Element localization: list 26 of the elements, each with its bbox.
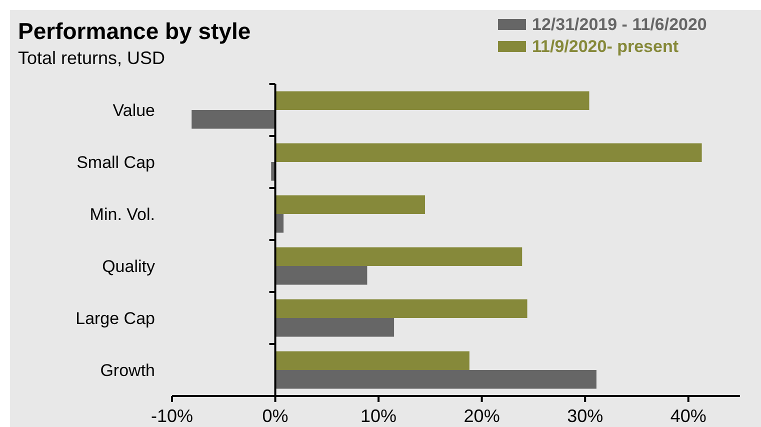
y-tick-label: Quality bbox=[102, 257, 156, 276]
bar bbox=[192, 110, 276, 129]
x-tick-label: 0% bbox=[262, 406, 288, 426]
y-tick-label: Large Cap bbox=[76, 309, 155, 328]
x-tick-label: 30% bbox=[567, 406, 604, 426]
y-tick-label: Growth bbox=[100, 361, 155, 380]
bar bbox=[275, 318, 394, 337]
x-tick-label: -10% bbox=[150, 406, 194, 426]
x-tick-label: 40% bbox=[670, 406, 706, 426]
bar bbox=[275, 143, 702, 162]
legend-label: 12/31/2019 - 11/6/2020 bbox=[532, 15, 707, 34]
bar bbox=[275, 370, 596, 389]
bar bbox=[275, 195, 426, 214]
bar bbox=[275, 91, 590, 110]
legend-label: 11/9/2020- present bbox=[532, 37, 679, 56]
x-tick-label: 20% bbox=[464, 406, 500, 426]
x-tick-label: 10% bbox=[360, 406, 397, 426]
y-tick-label: Small Cap bbox=[76, 153, 155, 172]
chart-title: Performance by style bbox=[18, 18, 251, 44]
bar bbox=[275, 351, 470, 370]
bar bbox=[275, 299, 528, 318]
bar bbox=[275, 247, 522, 266]
y-tick-label: Min. Vol. bbox=[90, 205, 155, 224]
y-tick-label: Value bbox=[112, 101, 155, 120]
chart-subtitle: Total returns, USD bbox=[18, 48, 166, 68]
bar bbox=[275, 266, 368, 285]
